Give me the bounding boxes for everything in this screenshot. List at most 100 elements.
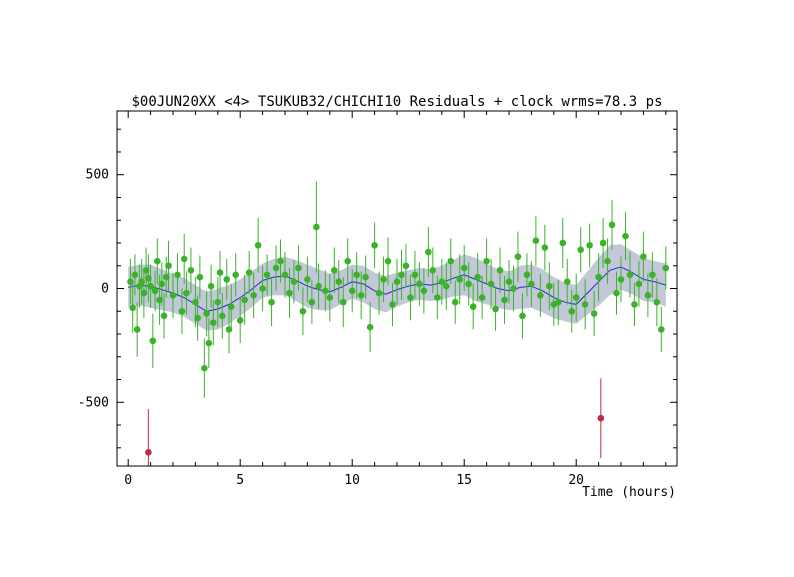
point-marker [357,292,365,299]
chart-title: $00JUN20XX <4> TSUKUB32/CHICHI10 Residua… [131,94,662,110]
point-marker [581,301,589,308]
point-marker [474,273,481,281]
good-point [357,271,365,320]
good-point [532,215,540,266]
point-marker [366,323,374,331]
point-marker [590,310,598,317]
point-marker [268,298,275,306]
point-marker [554,298,562,306]
point-marker [214,298,222,306]
point-marker [541,244,549,251]
good-point [622,212,629,261]
good-point [169,272,177,319]
good-point [272,245,280,291]
point-marker [335,278,343,285]
point-marker [416,280,423,288]
good-point [554,279,562,325]
point-marker [165,262,172,270]
good-point [183,271,190,315]
point-marker [169,292,177,299]
point-marker [145,274,152,282]
good-point [203,290,210,337]
point-marker [281,271,289,279]
point-marker [353,271,360,279]
point-marker [326,294,334,301]
good-point [205,318,213,369]
point-marker [563,278,571,285]
good-point [568,289,576,333]
point-marker [599,239,607,247]
good-point [649,252,656,298]
good-point [344,238,352,284]
point-marker [156,296,163,304]
point-marker [438,278,446,285]
good-point [559,217,567,269]
point-marker [160,312,168,320]
point-marker [308,298,316,306]
good-point [384,237,392,286]
good-point [662,246,670,290]
point-marker [162,273,170,281]
point-marker [344,257,352,265]
point-marker [272,264,280,272]
good-point [145,254,152,303]
x-tick-label: 20 [568,473,584,488]
good-point [236,297,244,344]
good-point [241,274,248,325]
good-point [658,306,665,353]
point-marker [245,269,253,276]
point-marker [483,257,490,265]
x-tick-label: 0 [124,473,132,488]
point-marker [626,271,634,279]
good-point [640,231,647,282]
good-point [232,253,240,297]
point-marker [402,262,410,270]
point-marker [225,326,233,333]
y-tick-label: -500 [78,395,109,410]
point-marker [299,307,307,315]
good-point [429,247,437,294]
point-marker [617,276,625,283]
point-marker [653,298,661,306]
good-point [393,258,401,305]
point-marker [201,364,208,372]
good-point [196,255,204,299]
point-marker [523,271,531,279]
point-marker [129,304,136,312]
good-point [501,275,508,324]
good-point [151,270,159,312]
point-marker [147,282,154,290]
good-point [142,247,150,294]
good-point [348,269,356,313]
good-point [131,254,139,296]
good-point [299,287,307,336]
good-point [613,271,620,315]
point-marker [286,289,293,297]
good-point [330,247,338,294]
good-point [295,245,302,291]
point-marker [138,278,145,285]
good-point [456,254,464,305]
good-point [225,305,233,354]
point-marker [250,292,257,299]
point-marker [145,449,152,456]
point-marker [295,264,302,272]
point-marker [429,266,437,274]
good-point [411,250,419,299]
point-marker [460,264,468,272]
point-marker [595,273,602,281]
point-marker [192,298,199,306]
point-marker [469,303,477,311]
good-point [194,295,201,341]
good-point [207,264,215,308]
point-marker [411,271,419,279]
point-marker [277,257,284,265]
point-marker [151,287,159,295]
good-point [313,181,320,273]
good-point [581,279,589,330]
point-marker [604,257,611,265]
good-point [608,199,616,250]
point-marker [158,280,166,288]
good-point [227,283,235,330]
good-point [210,299,217,346]
